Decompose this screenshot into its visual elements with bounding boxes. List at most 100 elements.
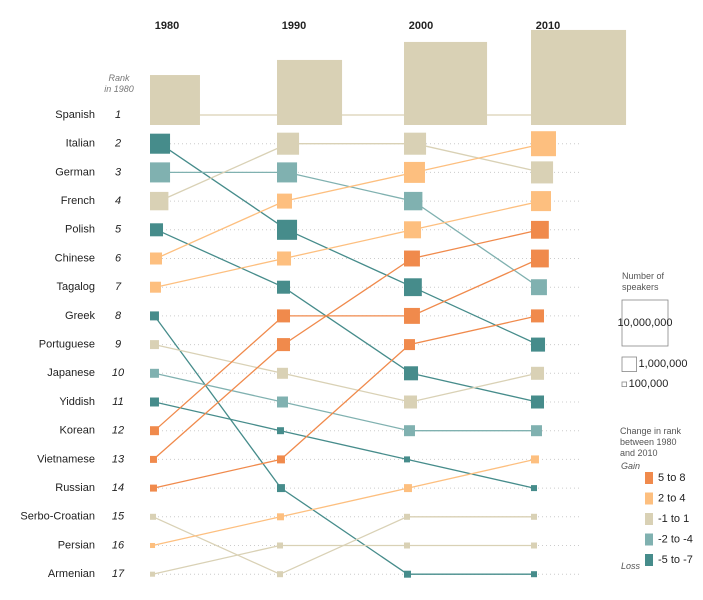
speaker-square <box>150 426 159 436</box>
size-legend-square <box>621 356 637 372</box>
color-legend-title: Change in rank between 1980 and 2010 <box>620 426 682 458</box>
size-legend-square <box>621 381 627 387</box>
language-label: French <box>61 195 95 207</box>
speaker-square <box>150 162 171 183</box>
speaker-square <box>404 395 418 409</box>
speaker-square <box>150 191 169 211</box>
speaker-square <box>531 337 546 352</box>
rank-line <box>154 343 538 403</box>
column-label: 2010 <box>536 20 560 32</box>
rank-line <box>152 544 534 575</box>
speaker-square <box>531 366 545 380</box>
rank-line <box>155 143 544 260</box>
speaker-square <box>531 191 551 212</box>
speaker-square <box>404 542 410 549</box>
rank-line <box>152 458 536 547</box>
speaker-square <box>277 162 298 183</box>
color-legend-label: -1 to 1 <box>658 513 689 525</box>
color-legend-swatch <box>645 492 653 505</box>
column-label: 1990 <box>282 20 306 32</box>
language-label: Polish <box>65 224 95 236</box>
speaker-square <box>404 366 419 381</box>
rank-number: 4 <box>115 195 121 207</box>
speaker-square <box>150 368 159 378</box>
speaker-square <box>531 161 554 184</box>
language-label: Vietnamese <box>37 453 95 465</box>
rank-line <box>153 229 541 460</box>
speaker-square <box>277 193 292 209</box>
rank-number: 1 <box>115 109 121 121</box>
color-legend-swatch <box>645 513 653 525</box>
speaker-square <box>277 309 291 323</box>
rank-number: 5 <box>115 224 122 236</box>
speaker-square <box>531 485 537 492</box>
speaker-square <box>277 251 292 266</box>
speaker-square <box>531 249 549 268</box>
speaker-square <box>150 340 159 350</box>
speaker-square <box>404 513 410 520</box>
speaker-square <box>150 311 159 321</box>
language-label: Korean <box>60 425 95 437</box>
rank-number: 7 <box>115 281 122 293</box>
rank-number: 12 <box>112 425 124 437</box>
speaker-square <box>404 425 415 437</box>
speaker-square <box>404 456 410 463</box>
language-label: Serbo-Croatian <box>20 511 95 523</box>
language-label: Spanish <box>55 109 95 121</box>
rank-number: 9 <box>115 339 121 351</box>
speaker-square <box>277 455 285 464</box>
rank-label: Rank in 1980 <box>104 73 134 94</box>
language-label: Portuguese <box>39 339 95 351</box>
color-legend-label: -2 to -4 <box>658 533 693 545</box>
speaker-square <box>404 307 420 324</box>
speaker-square <box>531 542 537 549</box>
speaker-square <box>150 133 171 154</box>
size-legend-title: Number of speakers <box>622 271 665 292</box>
speaker-square <box>150 223 164 237</box>
rank-line <box>154 257 541 432</box>
rank-number: 3 <box>115 166 122 178</box>
rank-line <box>154 372 537 432</box>
rank-number: 15 <box>112 511 125 523</box>
language-label: Italian <box>66 138 95 150</box>
language-label: Greek <box>65 310 95 322</box>
speaker-square <box>150 484 157 492</box>
speaker-square <box>150 455 157 463</box>
speaker-square <box>404 250 420 267</box>
speaker-square <box>277 280 291 294</box>
rank-line <box>155 200 542 288</box>
speaker-square <box>150 542 156 549</box>
color-legend-swatch <box>645 472 653 484</box>
speaker-square <box>150 571 156 577</box>
language-label: Persian <box>58 539 95 551</box>
legend-loss: Loss <box>621 561 641 571</box>
size-legend-label: 100,000 <box>629 378 669 390</box>
speaker-square <box>277 427 284 435</box>
size-legend-label: 1,000,000 <box>639 358 688 370</box>
speaker-square <box>531 571 537 578</box>
color-legend-swatch <box>645 554 653 566</box>
rank-line <box>153 315 538 489</box>
language-label: Tagalog <box>56 281 95 293</box>
speaker-square <box>531 395 545 409</box>
rank-number: 6 <box>115 252 122 264</box>
rank-number: 17 <box>112 568 125 580</box>
speaker-square <box>277 542 283 549</box>
speaker-square <box>277 571 283 578</box>
column-label: 1980 <box>155 20 179 32</box>
speaker-square <box>277 396 288 408</box>
speaker-square <box>150 75 200 125</box>
size-legend-label: 10,000,000 <box>617 317 672 329</box>
speaker-square <box>404 191 423 211</box>
language-label: Chinese <box>55 252 95 264</box>
speaker-square <box>404 339 415 351</box>
rank-number: 11 <box>112 396 123 408</box>
speaker-square <box>277 132 300 155</box>
speaker-square <box>277 484 285 493</box>
rank-number: 13 <box>112 453 125 465</box>
color-legend-swatch <box>645 533 653 546</box>
speaker-square <box>531 29 627 125</box>
speaker-square <box>404 278 422 297</box>
